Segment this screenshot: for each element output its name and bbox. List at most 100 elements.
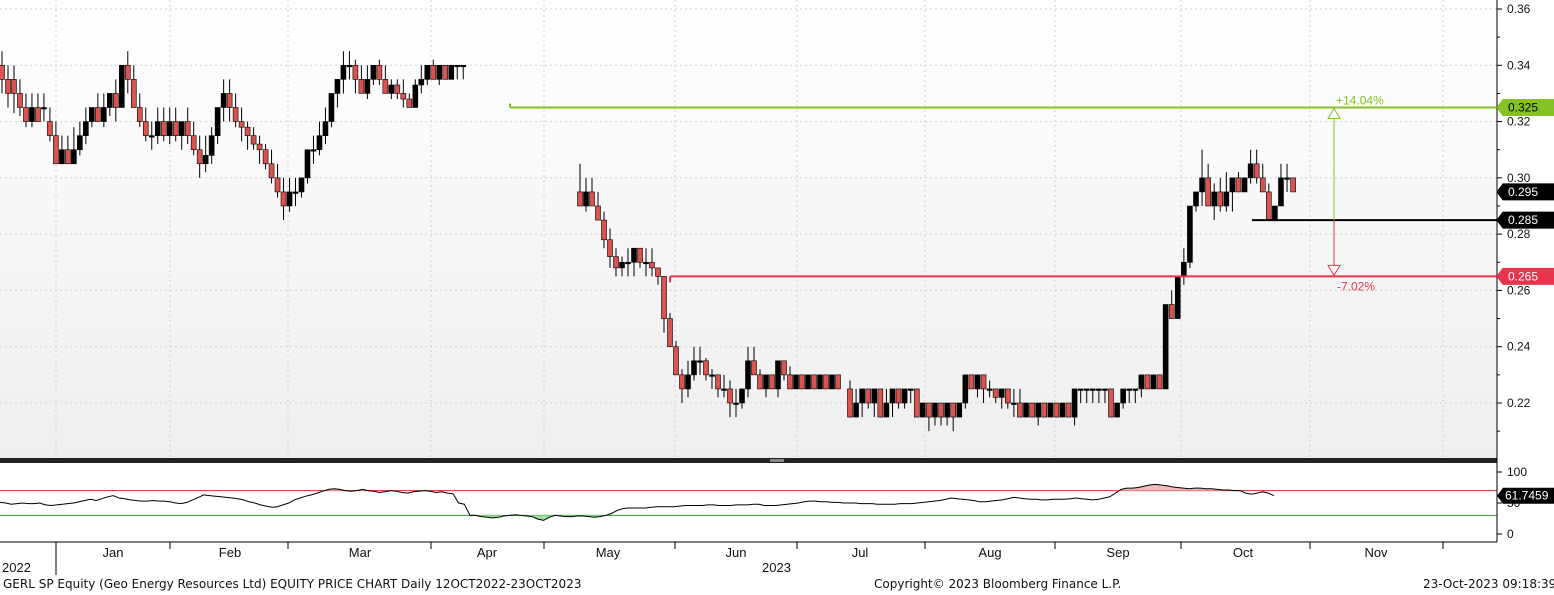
candle-up	[1199, 177, 1205, 193]
candle-up	[962, 374, 969, 404]
candle-up	[583, 191, 589, 207]
candle-up	[334, 79, 341, 94]
candle-up	[1083, 388, 1090, 391]
candle-down	[1168, 304, 1175, 319]
month-label: Oct	[1233, 545, 1254, 560]
candle-up	[298, 177, 305, 193]
candle-up	[154, 121, 161, 136]
candle-up	[202, 155, 209, 165]
current-level-value-label: 0.285	[1508, 213, 1538, 227]
candle-down	[406, 98, 413, 108]
candle-up	[1126, 388, 1133, 391]
candle-down	[1029, 402, 1035, 418]
candle-up	[643, 261, 649, 265]
divider-handle[interactable]	[770, 459, 784, 462]
candle-down	[595, 205, 601, 221]
candle-up	[1120, 388, 1126, 404]
candle-up	[1187, 205, 1193, 263]
candle-up	[709, 374, 715, 377]
candle-down	[23, 107, 29, 122]
panel-divider[interactable]	[0, 458, 1497, 463]
candle-up	[883, 402, 890, 418]
candle-down	[1259, 177, 1266, 193]
candle-up	[340, 64, 347, 80]
candle-up	[148, 135, 155, 138]
candle-down	[751, 360, 757, 376]
candle-down	[655, 267, 661, 277]
chart-title-footer: GERL SP Equity (Geo Energy Resources Ltd…	[3, 577, 582, 591]
candle-up	[1077, 388, 1084, 391]
candle-down	[0, 64, 5, 80]
candle-up	[775, 360, 781, 390]
candle-down	[649, 261, 655, 269]
candle-down	[352, 64, 359, 80]
candle-up	[107, 93, 113, 108]
candle-down	[895, 388, 902, 404]
up-pct-label: +14.04%	[1336, 94, 1384, 108]
candle-up	[1023, 402, 1029, 418]
candle-down	[787, 374, 793, 390]
candle-down	[196, 149, 203, 165]
candle-up	[697, 360, 703, 363]
candle-down	[5, 79, 11, 94]
lower-level-value-label-bg	[1496, 267, 1554, 285]
candle-down	[757, 374, 763, 390]
candle-down	[47, 121, 53, 136]
current-level-value-label-bg	[1496, 211, 1554, 229]
month-label: Feb	[219, 545, 241, 560]
candle-up	[685, 374, 691, 390]
year-label-2022: 2022	[2, 560, 31, 575]
candle-down	[679, 374, 685, 390]
candle-down	[661, 276, 667, 319]
candle-up	[119, 64, 125, 108]
month-label: Sep	[1106, 545, 1129, 560]
candle-down	[262, 149, 269, 165]
candle-up	[721, 388, 727, 391]
month-label: Apr	[477, 545, 498, 560]
candle-down	[184, 121, 191, 136]
price-chart-svg: +14.04%-7.02% 0.360.340.320.300.280.260.…	[0, 0, 1554, 575]
candle-down	[226, 93, 233, 108]
candle-up	[763, 374, 769, 390]
candle-down	[400, 93, 407, 100]
candle-down	[1053, 402, 1060, 418]
candle-down	[394, 84, 401, 94]
candle-down	[607, 239, 613, 257]
candle-down	[811, 374, 817, 390]
candle-down	[1217, 191, 1224, 207]
candle-down	[17, 93, 23, 108]
candle-down	[130, 79, 137, 108]
candle-up	[1162, 304, 1169, 390]
candle-down	[877, 388, 884, 418]
candle-up	[1035, 402, 1041, 418]
candle-up	[1272, 205, 1278, 221]
candle-down	[358, 79, 365, 94]
month-label: May	[596, 545, 621, 560]
price-tick-label: 0.34	[1507, 58, 1531, 72]
candle-up	[733, 402, 739, 405]
candle-up	[1090, 388, 1096, 391]
rsi-value-label-bg	[1497, 487, 1554, 504]
candle-up	[853, 402, 859, 418]
candle-up	[388, 84, 395, 94]
candle-up	[817, 374, 823, 390]
candle-down	[1017, 402, 1023, 418]
rsi-panel-bg	[0, 464, 1497, 542]
rsi-line	[0, 483, 1275, 521]
candle-down	[727, 388, 733, 404]
candle-down	[124, 64, 131, 80]
candle-down	[673, 346, 679, 376]
candle-up	[1284, 177, 1290, 180]
candle-down	[781, 360, 787, 376]
candle-up	[1096, 388, 1102, 391]
candle-up	[1047, 402, 1054, 418]
candle-up	[619, 261, 625, 269]
candle-down	[256, 143, 263, 151]
candle-down	[1005, 388, 1011, 404]
candle-down	[172, 121, 179, 136]
candle-up	[889, 388, 896, 404]
price-tick-label: 0.26	[1507, 283, 1531, 297]
candle-up	[418, 79, 425, 86]
candle-up	[1132, 388, 1139, 391]
candle-up	[310, 149, 317, 152]
